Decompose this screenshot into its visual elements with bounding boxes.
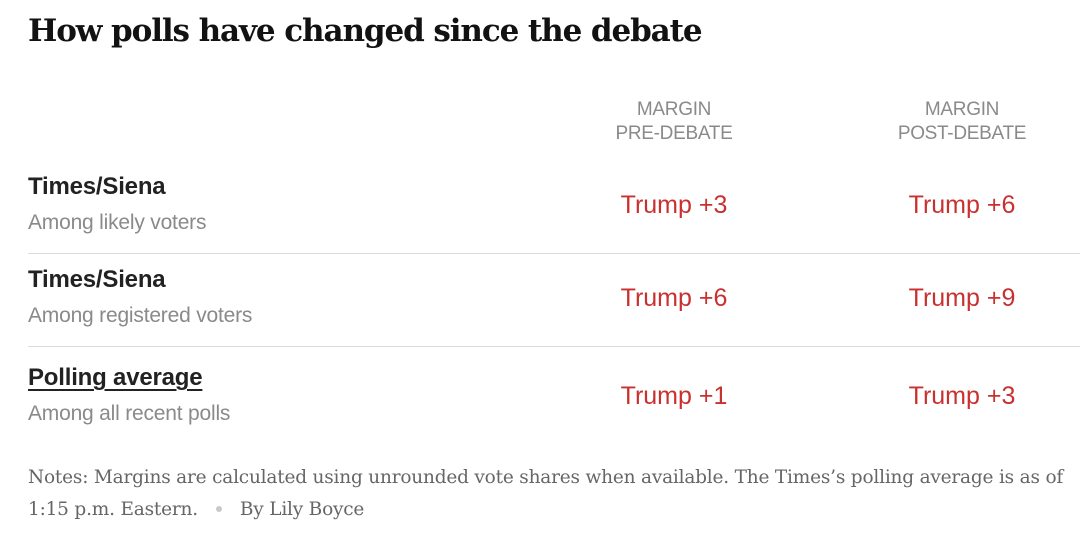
column-header-pre-line1: MARGIN [636,99,712,120]
column-header-post-line2: POST-DEBATE [897,123,1027,144]
polling-average-link[interactable]: Polling average [28,364,203,391]
column-header-pre-debate: MARGIN PRE-DEBATE [554,98,794,146]
margin-pre-debate: Trump +1 [620,382,728,410]
column-header-pre-line2: PRE-DEBATE [615,123,733,144]
column-header-post-line1: MARGIN [924,99,1000,120]
poll-subgroup: Among all recent polls [28,402,231,425]
margin-post-debate: Trump +9 [908,284,1016,312]
poll-subgroup: Among registered voters [28,304,253,327]
column-header-post-debate: MARGIN POST-DEBATE [842,98,1080,146]
poll-subgroup: Among likely voters [28,211,207,234]
page-title: How polls have changed since the debate [28,13,703,49]
margin-post-debate: Trump +6 [908,191,1016,219]
table-row: Polling average Among all recent polls T… [28,346,1080,439]
margin-pre-debate: Trump +6 [620,284,728,312]
notes-text: Notes: Margins are calculated using unro… [28,467,1064,520]
byline: By Lily Boyce [239,499,365,520]
separator-dot-icon [215,505,222,512]
margin-pre-debate: Trump +3 [620,191,728,219]
poll-name: Times/Siena [28,173,166,200]
table-row: Times/Siena Among likely voters Trump +3… [28,160,1080,254]
notes: Notes: Margins are calculated using unro… [28,462,1068,526]
margin-post-debate: Trump +3 [908,382,1016,410]
poll-name: Times/Siena [28,266,166,293]
table-row: Times/Siena Among registered voters Trum… [28,253,1080,347]
